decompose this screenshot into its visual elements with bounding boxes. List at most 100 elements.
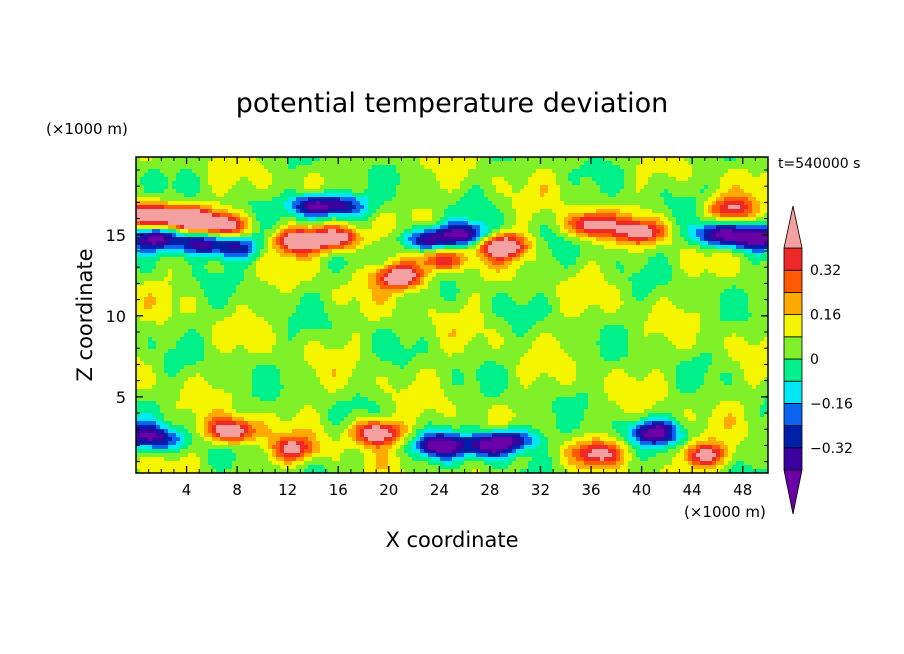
field-cell xyxy=(464,205,469,210)
field-cell xyxy=(708,257,713,262)
field-cell xyxy=(364,213,369,218)
field-cell xyxy=(700,221,705,226)
field-cell xyxy=(284,237,289,242)
field-cell xyxy=(400,269,405,274)
field-cell xyxy=(152,257,157,262)
field-cell xyxy=(232,209,237,214)
field-cell xyxy=(196,161,201,166)
field-cell xyxy=(664,221,669,226)
field-cell xyxy=(488,273,493,278)
field-cell xyxy=(328,277,333,282)
field-cell xyxy=(412,281,417,286)
field-cell xyxy=(672,217,677,222)
field-cell xyxy=(192,157,197,162)
field-cell xyxy=(140,217,145,222)
field-cell xyxy=(448,169,453,174)
field-cell xyxy=(516,181,521,186)
field-cell xyxy=(412,257,417,262)
field-cell xyxy=(632,165,637,170)
field-cell xyxy=(680,233,685,238)
field-cell xyxy=(244,225,249,230)
field-cell xyxy=(456,225,461,230)
field-cell xyxy=(428,201,433,206)
field-cell xyxy=(324,229,329,234)
field-cell xyxy=(360,249,365,254)
field-cell xyxy=(364,265,369,270)
field-cell xyxy=(508,269,513,274)
field-cell xyxy=(628,185,633,190)
field-cell xyxy=(656,237,661,242)
field-cell xyxy=(616,229,621,234)
field-cell xyxy=(604,205,609,210)
field-cell xyxy=(616,269,621,274)
field-cell xyxy=(156,237,161,242)
field-cell xyxy=(308,189,313,194)
field-cell xyxy=(484,233,489,238)
field-cell xyxy=(624,161,629,166)
field-cell xyxy=(568,229,573,234)
field-cell xyxy=(636,209,641,214)
field-cell xyxy=(528,201,533,206)
field-cell xyxy=(600,169,605,174)
field-cell xyxy=(748,261,753,266)
field-cell xyxy=(316,189,321,194)
field-cell xyxy=(676,261,681,266)
field-cell xyxy=(348,165,353,170)
field-cell xyxy=(600,177,605,182)
field-cell xyxy=(152,213,157,218)
field-cell xyxy=(760,189,765,194)
field-cell xyxy=(248,253,253,258)
field-cell xyxy=(712,165,717,170)
field-cell xyxy=(304,197,309,202)
field-cell xyxy=(652,165,657,170)
field-cell xyxy=(392,157,397,162)
field-cell xyxy=(416,225,421,230)
field-cell xyxy=(680,217,685,222)
field-cell xyxy=(160,213,165,218)
field-cell xyxy=(612,233,617,238)
field-cell xyxy=(292,265,297,270)
field-cell xyxy=(288,221,293,226)
field-cell xyxy=(512,249,517,254)
field-cell xyxy=(456,173,461,178)
field-cell xyxy=(600,181,605,186)
field-cell xyxy=(304,169,309,174)
field-cell xyxy=(216,233,221,238)
field-cell xyxy=(580,257,585,262)
field-cell xyxy=(244,165,249,170)
field-cell xyxy=(392,201,397,206)
field-cell xyxy=(544,221,549,226)
field-cell xyxy=(432,205,437,210)
field-cell xyxy=(352,281,357,286)
field-cell xyxy=(456,189,461,194)
field-cell xyxy=(316,277,321,282)
field-cell xyxy=(692,193,697,198)
field-cell xyxy=(448,277,453,282)
field-cell xyxy=(348,257,353,262)
field-cell xyxy=(720,277,725,282)
field-cell xyxy=(136,201,141,206)
field-cell xyxy=(204,241,209,246)
field-cell xyxy=(456,157,461,162)
field-cell xyxy=(460,241,465,246)
field-cell xyxy=(272,177,277,182)
field-cell xyxy=(676,225,681,230)
field-cell xyxy=(276,157,281,162)
field-cell xyxy=(256,197,261,202)
field-cell xyxy=(624,277,629,282)
field-cell xyxy=(600,161,605,166)
field-cell xyxy=(144,213,149,218)
field-cell xyxy=(436,237,441,242)
field-cell xyxy=(208,177,213,182)
field-cell xyxy=(324,189,329,194)
field-cell xyxy=(240,241,245,246)
field-cell xyxy=(520,201,525,206)
field-cell xyxy=(236,177,241,182)
field-cell xyxy=(148,277,153,282)
field-cell xyxy=(568,249,573,254)
field-cell xyxy=(192,261,197,266)
field-cell xyxy=(660,197,665,202)
field-cell xyxy=(548,241,553,246)
field-cell xyxy=(496,189,501,194)
field-cell xyxy=(136,165,141,170)
